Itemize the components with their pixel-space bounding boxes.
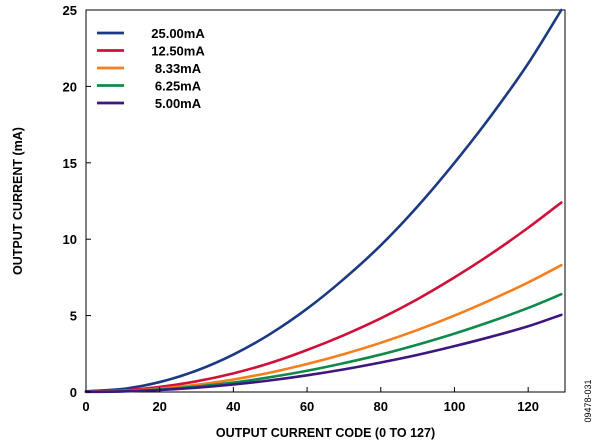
x-tick-label: 0 xyxy=(82,399,89,414)
y-tick-label: 10 xyxy=(63,232,77,247)
x-tick-label: 120 xyxy=(517,399,539,414)
x-tick-label: 60 xyxy=(300,399,314,414)
series-layer xyxy=(84,8,563,394)
legend: 25.00mA 12.50mA 8.33mA 6.25mA 5.00mA xyxy=(92,21,230,113)
y-tick-label: 25 xyxy=(63,3,77,18)
series-line-0 xyxy=(84,8,563,393)
y-tick-label: 15 xyxy=(63,156,77,171)
x-tick-label: 80 xyxy=(374,399,388,414)
series-line-4 xyxy=(84,313,563,394)
plot-frame xyxy=(85,9,566,393)
y-axis-title: OUTPUT CURRENT (mA) xyxy=(11,127,25,275)
y-tick-label: 5 xyxy=(70,309,77,324)
series-line-1 xyxy=(84,201,563,393)
y-tick-label: 20 xyxy=(63,79,77,94)
figure-code: 09478-031 xyxy=(583,379,593,422)
legend-label-0: 25.00mA xyxy=(151,26,205,41)
x-tick-label: 40 xyxy=(226,399,240,414)
legend-items: 25.00mA 12.50mA 8.33mA 6.25mA 5.00mA xyxy=(97,26,205,111)
legend-label-2: 8.33mA xyxy=(155,61,202,76)
legend-label-1: 12.50mA xyxy=(151,44,205,59)
legend-label-3: 6.25mA xyxy=(155,79,202,94)
y-tick-label: 0 xyxy=(70,385,77,400)
x-tick-label: 20 xyxy=(152,399,166,414)
x-axis-title: OUTPUT CURRENT CODE (0 TO 127) xyxy=(216,426,435,440)
legend-label-4: 5.00mA xyxy=(155,96,202,111)
ticks-layer: 0 20 40 60 80 100 120 0 5 10 15 20 25 xyxy=(63,3,539,414)
x-tick-label: 100 xyxy=(444,399,466,414)
